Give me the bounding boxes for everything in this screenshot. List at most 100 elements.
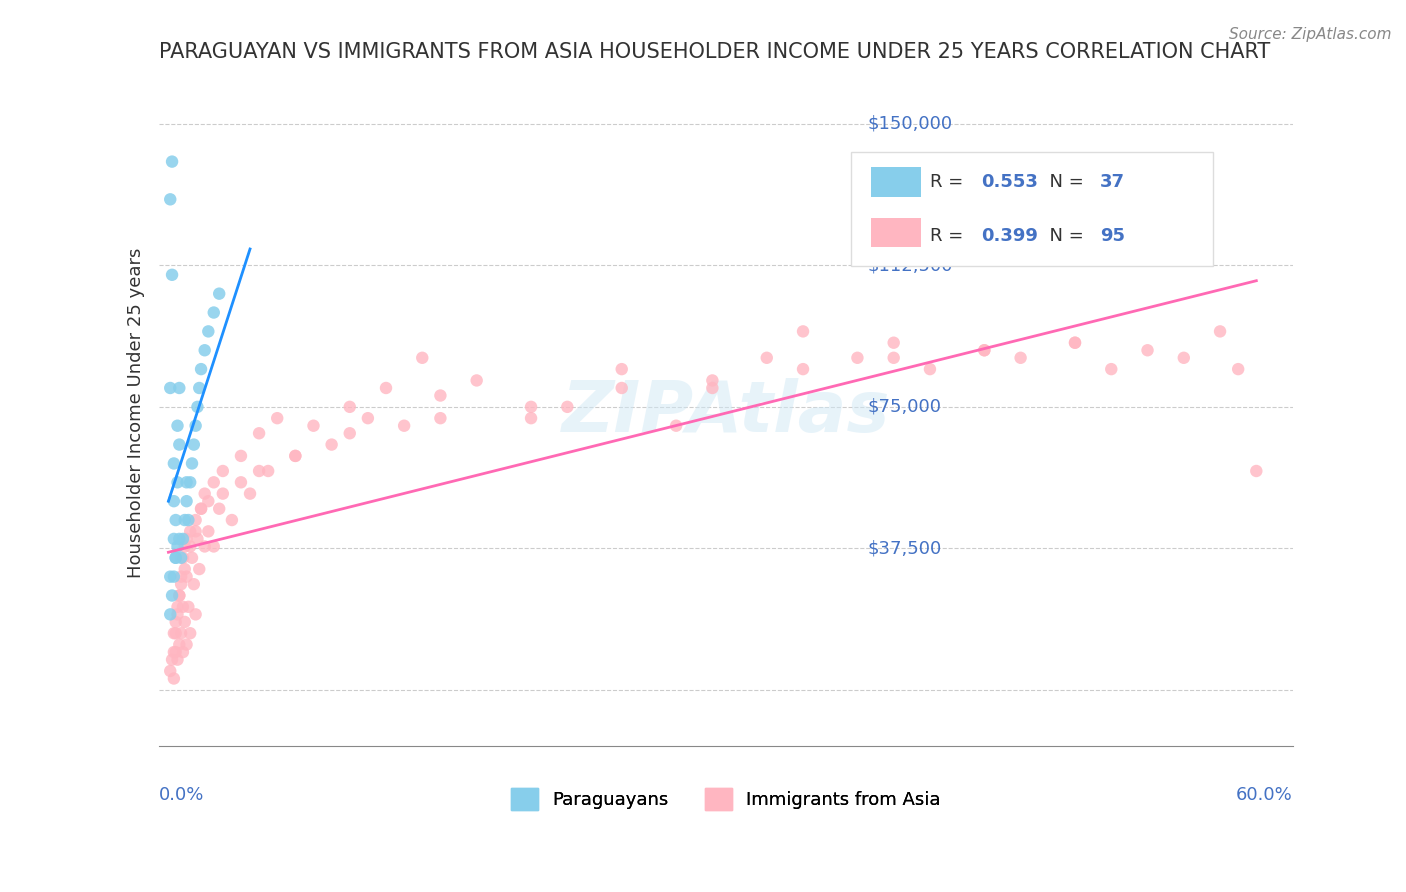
Point (184, 524, 207, 539)
Point (166, 599, 188, 614)
Text: R =: R = (929, 173, 969, 191)
Point (165, 550, 187, 565)
Point (1064, 335, 1087, 350)
Point (169, 589, 191, 603)
Point (176, 494, 198, 508)
Point (166, 653, 188, 667)
Point (1173, 351, 1195, 365)
Point (1099, 362, 1122, 376)
Point (179, 524, 201, 539)
Text: $112,500: $112,500 (868, 256, 953, 275)
Point (194, 486, 217, 500)
Point (165, 615, 187, 629)
Text: R =: R = (929, 227, 969, 244)
Point (266, 411, 288, 425)
Text: 60.0%: 60.0% (1236, 787, 1292, 805)
Point (973, 343, 995, 358)
Text: $150,000: $150,000 (868, 115, 953, 133)
Point (165, 645, 187, 659)
Point (702, 381, 724, 395)
Point (159, 569, 181, 583)
Point (166, 475, 188, 490)
Text: Source: ZipAtlas.com: Source: ZipAtlas.com (1229, 27, 1392, 42)
Point (665, 418, 688, 433)
Point (194, 540, 217, 554)
Point (1227, 362, 1250, 376)
Point (170, 626, 193, 640)
Point (173, 562, 195, 576)
Point (202, 540, 225, 554)
Point (165, 626, 187, 640)
Point (211, 464, 233, 478)
Point (846, 351, 869, 365)
Point (702, 374, 724, 388)
Y-axis label: Householder Income Under 25 years: Householder Income Under 25 years (128, 247, 145, 578)
Point (520, 400, 543, 414)
Point (973, 343, 995, 358)
Point (169, 381, 191, 395)
Point (1064, 335, 1087, 350)
Point (172, 645, 194, 659)
Point (169, 638, 191, 652)
Point (610, 362, 633, 376)
Point (160, 154, 183, 169)
Point (429, 411, 451, 425)
Point (208, 286, 231, 301)
Point (557, 400, 579, 414)
Point (184, 513, 207, 527)
Point (166, 607, 188, 622)
Point (163, 494, 186, 508)
Point (176, 532, 198, 546)
Point (202, 305, 225, 319)
Point (918, 362, 941, 376)
Text: 95: 95 (1099, 227, 1125, 244)
Point (163, 532, 186, 546)
Point (165, 550, 187, 565)
Point (429, 388, 451, 402)
Point (184, 607, 207, 622)
Point (247, 426, 270, 441)
FancyBboxPatch shape (872, 168, 921, 197)
Point (792, 325, 814, 339)
Point (197, 325, 219, 339)
Point (186, 532, 208, 546)
Point (202, 475, 225, 490)
Point (166, 540, 188, 554)
Point (239, 486, 262, 500)
Point (160, 653, 183, 667)
Point (357, 411, 380, 425)
Point (165, 513, 187, 527)
Point (159, 664, 181, 678)
Point (257, 464, 280, 478)
Point (229, 475, 252, 490)
Point (188, 562, 211, 576)
Point (465, 374, 488, 388)
Point (197, 494, 219, 508)
Point (197, 524, 219, 539)
Point (176, 475, 198, 490)
Point (321, 437, 343, 451)
Point (159, 607, 181, 622)
Point (179, 626, 201, 640)
Point (159, 192, 181, 206)
Point (170, 577, 193, 591)
Point (188, 381, 211, 395)
Text: N =: N = (1038, 227, 1090, 244)
Text: N =: N = (1038, 173, 1090, 191)
Point (1209, 325, 1232, 339)
Text: 0.0%: 0.0% (159, 787, 205, 805)
Point (170, 569, 193, 583)
Point (176, 569, 198, 583)
Point (177, 599, 200, 614)
Point (221, 513, 243, 527)
Point (284, 449, 307, 463)
Text: $37,500: $37,500 (868, 540, 942, 558)
Point (166, 418, 188, 433)
Point (186, 400, 208, 414)
Point (163, 645, 186, 659)
Point (177, 513, 200, 527)
Text: ZIPAtlas: ZIPAtlas (562, 378, 890, 447)
Text: 0.399: 0.399 (981, 227, 1038, 244)
Point (375, 381, 398, 395)
Point (883, 351, 905, 365)
